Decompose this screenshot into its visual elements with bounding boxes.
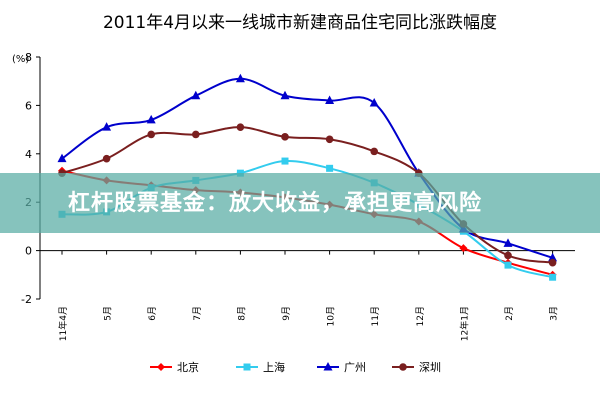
data-point <box>504 251 512 260</box>
data-point <box>369 97 379 107</box>
legend-label: 北京 <box>177 360 199 374</box>
data-point <box>548 252 558 262</box>
series-group <box>57 73 558 262</box>
legend: 北京 上海 广州 深圳 <box>150 360 441 374</box>
data-point <box>325 135 334 144</box>
data-point <box>147 130 155 139</box>
data-point <box>548 258 557 267</box>
legend-item: 广州 <box>317 361 366 374</box>
y-tick-label: 6 <box>25 99 32 112</box>
data-point <box>102 122 112 131</box>
data-point <box>57 153 67 163</box>
legend-label: 深圳 <box>419 361 441 374</box>
data-point <box>399 363 407 371</box>
legend-item: 北京 <box>150 360 199 374</box>
legend-item: 上海 <box>236 360 285 374</box>
data-point <box>157 363 165 371</box>
x-tick-label: 8月 <box>236 306 247 321</box>
data-point <box>459 244 468 253</box>
data-point <box>243 363 251 371</box>
x-tick-label: 11月 <box>370 306 381 326</box>
data-point <box>503 238 513 247</box>
legend-item: 深圳 <box>392 361 441 374</box>
x-tick-label: 12月 <box>415 306 426 326</box>
data-point <box>281 157 289 165</box>
overlay-banner <box>0 173 600 233</box>
data-point <box>504 261 512 269</box>
x-tick-label: 6月 <box>147 306 158 321</box>
y-tick-label: -2 <box>21 293 32 306</box>
legend-label: 上海 <box>263 360 285 374</box>
y-tick-label: 0 <box>25 245 32 258</box>
data-point <box>281 133 289 141</box>
x-tick-label: 12年1月 <box>458 306 470 341</box>
x-tick-label: 11年4月 <box>57 306 69 341</box>
overlay-banner-text: 杠杆股票基金：放大收益，承担更高风险 <box>68 191 483 216</box>
y-tick-label: 4 <box>25 148 32 161</box>
data-point <box>102 154 111 163</box>
data-point <box>325 95 335 105</box>
data-point <box>235 73 245 83</box>
x-tick-label: 2月 <box>504 306 515 321</box>
data-point <box>236 123 245 131</box>
x-tick-label: 7月 <box>192 306 203 321</box>
y-tick-label: 8 <box>25 51 32 64</box>
x-tick-label: 10月 <box>326 306 337 326</box>
data-point <box>191 90 201 100</box>
data-point <box>370 147 379 156</box>
chart-title: 2011年4月以来一线城市新建商品住宅同比涨跌幅度 <box>103 13 497 33</box>
data-point <box>192 130 200 139</box>
data-point <box>326 164 334 172</box>
legend-label: 广州 <box>344 361 366 374</box>
x-tick-label: 3月 <box>549 306 560 321</box>
axes: -20246811年4月5月6月7月8月9月10月11月12月12年1月2月3月 <box>21 51 575 341</box>
data-point <box>146 114 156 124</box>
y-axis-unit: (%) <box>12 54 29 65</box>
data-point <box>549 273 557 281</box>
data-point <box>323 362 333 371</box>
x-tick-label: 5月 <box>103 306 114 321</box>
x-tick-label: 9月 <box>281 306 292 321</box>
data-point <box>280 90 290 100</box>
